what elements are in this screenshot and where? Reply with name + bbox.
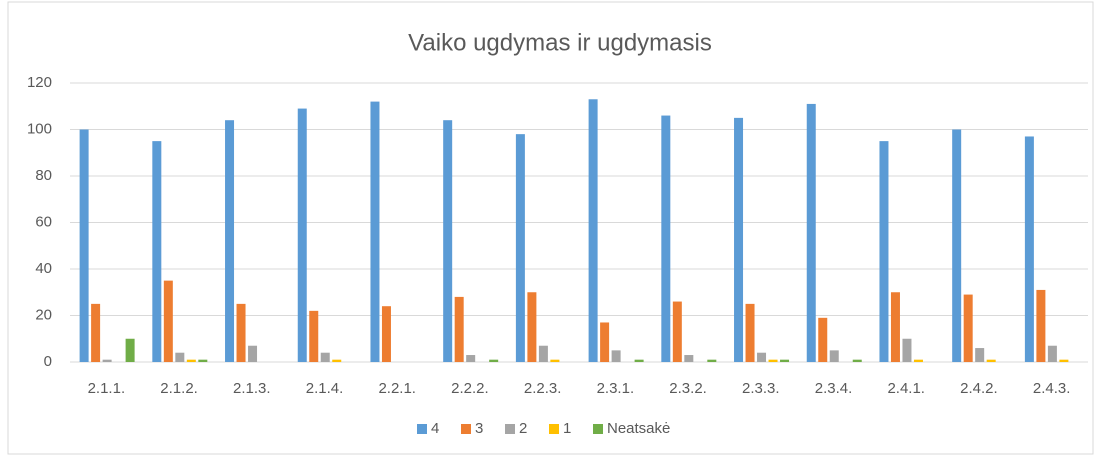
bar <box>661 115 671 362</box>
bar <box>818 317 828 362</box>
y-tick-label: 100 <box>27 120 52 137</box>
bar <box>370 101 380 362</box>
bar <box>734 117 744 362</box>
bar <box>175 352 185 362</box>
x-tick-label: 2.1.3. <box>233 380 271 397</box>
legend-swatch <box>593 424 603 434</box>
legend-swatch <box>461 424 471 434</box>
bar <box>600 322 610 362</box>
bar <box>852 359 862 362</box>
bar <box>902 338 912 362</box>
bar <box>611 350 621 362</box>
x-tick-label: 2.4.3. <box>1033 380 1071 397</box>
bar <box>454 296 464 362</box>
bar <box>672 301 682 362</box>
y-tick-label: 0 <box>44 353 52 370</box>
bar <box>332 359 342 362</box>
bar <box>1036 289 1046 362</box>
bar <box>986 359 996 362</box>
x-tick-label: 2.1.2. <box>160 380 198 397</box>
bar <box>320 352 330 362</box>
bar <box>780 359 790 362</box>
x-tick-label: 2.3.2. <box>669 380 707 397</box>
bar <box>768 359 778 362</box>
bar <box>707 359 717 362</box>
bar <box>163 280 173 362</box>
bar <box>91 303 101 362</box>
bar <box>806 103 816 363</box>
bar <box>198 359 208 362</box>
bar <box>1059 359 1069 362</box>
bar <box>829 350 839 362</box>
legend-label: Neatsakė <box>607 420 670 437</box>
bar <box>684 355 694 362</box>
y-tick-label: 120 <box>27 74 52 91</box>
y-tick-label: 80 <box>35 167 52 184</box>
bar <box>236 303 246 362</box>
bar <box>515 134 525 362</box>
x-tick-label: 2.3.3. <box>742 380 780 397</box>
bar <box>963 294 973 362</box>
x-tick-label: 2.3.4. <box>815 380 853 397</box>
bar <box>297 108 307 362</box>
bar <box>879 141 889 362</box>
legend-label: 4 <box>431 420 439 437</box>
bar <box>913 359 923 362</box>
y-tick-label: 20 <box>35 306 52 323</box>
x-tick-label: 2.2.3. <box>524 380 562 397</box>
bar <box>1047 345 1057 362</box>
bar <box>225 120 235 362</box>
bar <box>588 99 598 363</box>
x-tick-label: 2.4.2. <box>960 380 998 397</box>
x-tick-label: 2.1.1. <box>88 380 126 397</box>
legend-swatch <box>417 424 427 434</box>
bar <box>975 348 985 362</box>
x-tick-label: 2.2.2. <box>451 380 489 397</box>
bar <box>890 292 900 362</box>
legend-swatch <box>505 424 515 434</box>
bar <box>550 359 560 362</box>
bar <box>952 129 962 362</box>
x-tick-label: 2.1.4. <box>306 380 344 397</box>
bar <box>186 359 196 362</box>
bar <box>102 359 112 362</box>
y-tick-label: 60 <box>35 213 52 230</box>
bar <box>489 359 499 362</box>
bar <box>538 345 548 362</box>
x-tick-label: 2.4.1. <box>887 380 925 397</box>
x-tick-label: 2.3.1. <box>597 380 635 397</box>
bar <box>443 120 453 362</box>
y-tick-label: 40 <box>35 260 52 277</box>
chart-border <box>7 1 1094 455</box>
bar <box>634 359 644 362</box>
x-tick-label: 2.2.1. <box>378 380 416 397</box>
bar <box>745 303 755 362</box>
bar <box>248 345 258 362</box>
bar <box>309 310 319 362</box>
bar <box>79 129 89 362</box>
chart-title: Vaiko ugdymas ir ugdymasis <box>408 29 712 56</box>
bar <box>757 352 767 362</box>
legend-swatch <box>549 424 559 434</box>
legend-label: 1 <box>563 420 571 437</box>
legend-label: 2 <box>519 420 527 437</box>
bar <box>527 292 537 362</box>
bar <box>466 355 476 362</box>
bar <box>1024 136 1034 362</box>
bar <box>381 306 391 362</box>
legend-label: 3 <box>475 420 483 437</box>
bar <box>152 141 162 362</box>
bar <box>125 338 135 362</box>
